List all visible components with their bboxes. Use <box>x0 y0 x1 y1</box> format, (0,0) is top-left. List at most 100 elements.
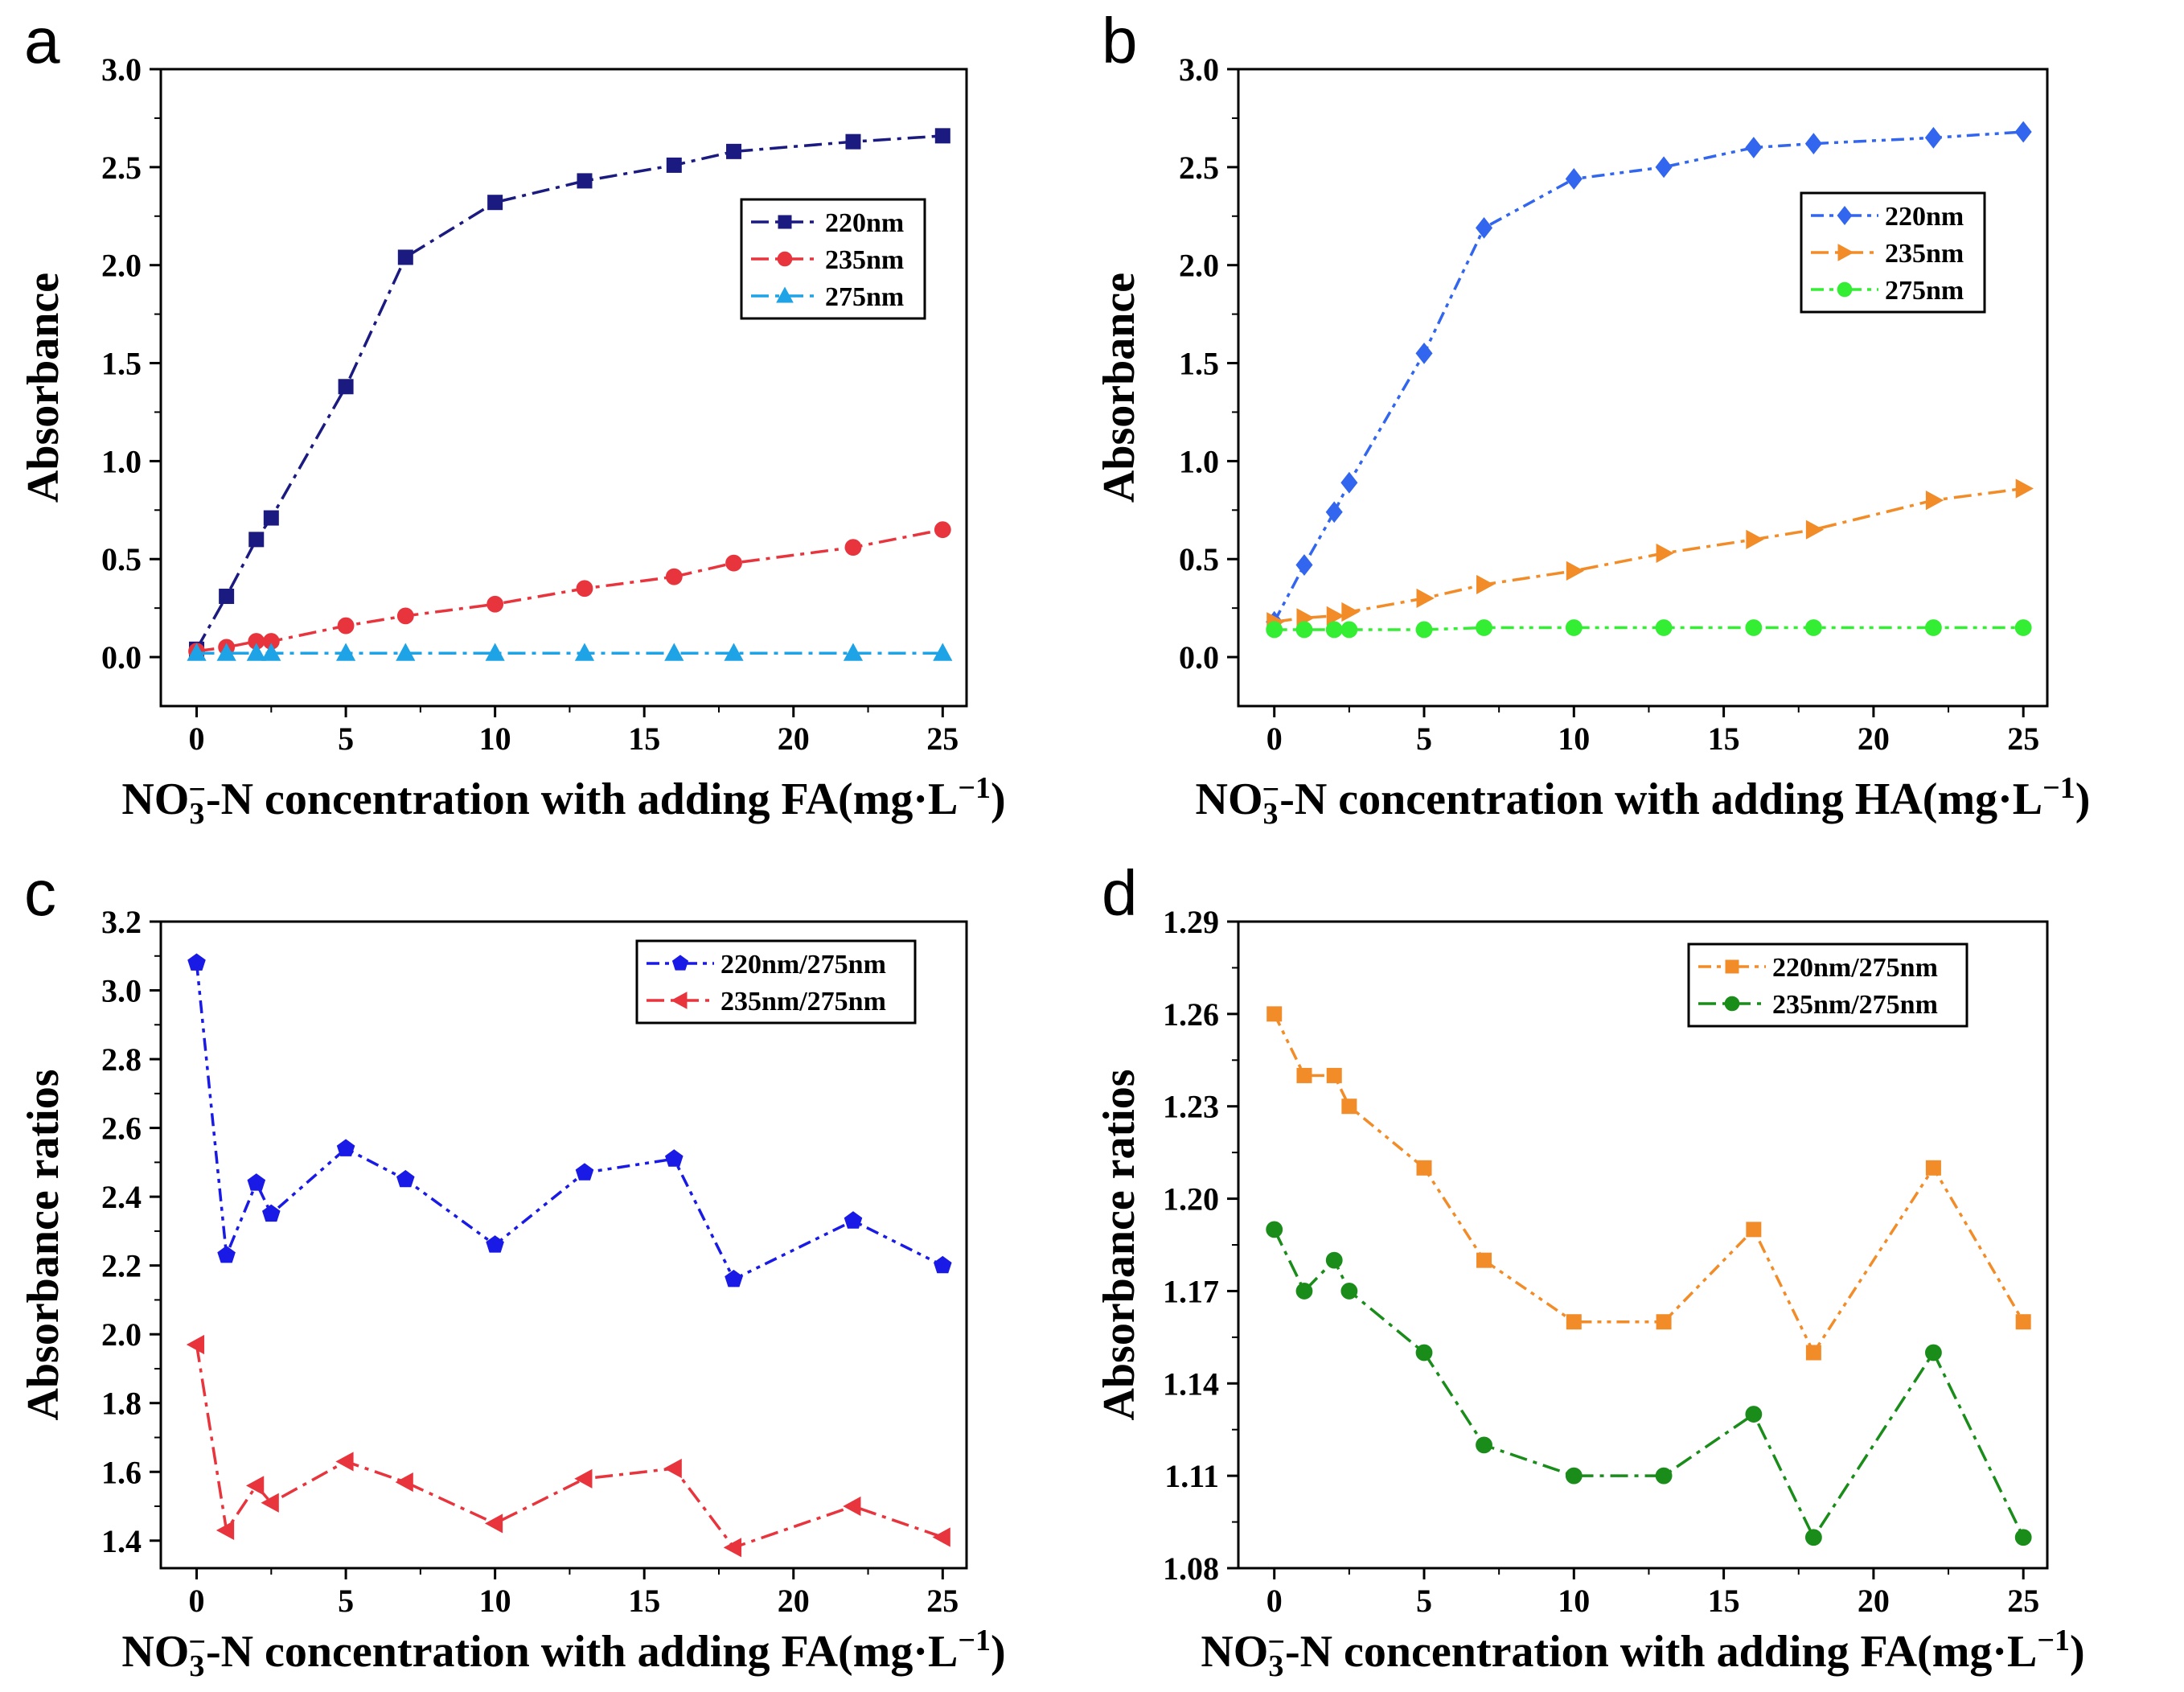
y-tick-label: 2.5 <box>101 150 142 186</box>
data-point <box>724 643 744 661</box>
data-point <box>337 617 355 634</box>
x-tick-label: 25 <box>926 721 959 757</box>
legend-box <box>1800 191 1986 314</box>
y-tick-label: 2.6 <box>101 1111 142 1147</box>
x-tick-label: 5 <box>1416 721 1432 757</box>
x-tick-label: 15 <box>628 1583 660 1619</box>
data-point <box>1325 1251 1343 1269</box>
data-point <box>576 580 593 598</box>
y-tick-label: 1.20 <box>1163 1181 1219 1218</box>
x-tick-label: 0 <box>189 1583 205 1619</box>
data-point <box>843 1496 861 1517</box>
y-tick-label: 1.0 <box>1179 443 1219 479</box>
data-point <box>261 643 281 661</box>
legend-box <box>635 939 917 1025</box>
series-line <box>195 963 944 1282</box>
panel-letter: c <box>24 857 56 929</box>
data-point <box>1295 621 1313 639</box>
legend: 220nm 235nm 275nm <box>1800 191 1986 314</box>
data-point <box>933 643 953 661</box>
data-point <box>575 1163 594 1181</box>
x-axis-title-sup: − <box>1262 773 1280 807</box>
data-point <box>1745 1406 1763 1423</box>
data-point <box>186 1334 205 1355</box>
series-220nm <box>189 128 950 657</box>
y-tick-label: 0.0 <box>1179 639 1219 676</box>
panel-c: c 1.4 1.6 1.8 2.0 2.2 2.4 2.6 2.8 3.0 3.2 0 5 10 15 20 2… <box>18 857 1006 1683</box>
x-tick-label: 10 <box>1558 1583 1590 1619</box>
data-point <box>1415 621 1433 639</box>
x-tick-label: 5 <box>1416 1583 1432 1619</box>
data-point <box>1655 619 1673 636</box>
series-line <box>1274 487 2024 623</box>
data-point <box>1745 137 1763 158</box>
data-point <box>1925 1160 1941 1176</box>
legend: 220nm 235nm 275nm <box>740 198 926 320</box>
x-tick-label: 25 <box>926 1583 959 1619</box>
x-tick-label: 25 <box>2007 1583 2039 1619</box>
x-axis-title-exp: −1 <box>958 1624 991 1657</box>
legend: 220nm/275nm 235nm/275nm <box>1687 943 1968 1028</box>
data-point <box>1266 1006 1283 1022</box>
data-point <box>2015 478 2034 499</box>
x-tick-label: 10 <box>479 1583 511 1619</box>
series-line <box>1274 626 2024 631</box>
data-point <box>1415 342 1433 364</box>
legend-swatch-marker <box>671 992 688 1009</box>
x-axis-title-close: ) <box>991 774 1006 824</box>
data-point <box>335 643 356 661</box>
x-axis-title-sup: − <box>188 1625 206 1659</box>
data-point <box>1266 1221 1283 1238</box>
data-point <box>2015 1314 2031 1330</box>
panel-letter: d <box>1102 857 1138 929</box>
x-tick-label: 0 <box>1266 1583 1283 1619</box>
data-point <box>932 1527 950 1547</box>
x-tick-label: 25 <box>2007 721 2039 757</box>
data-point <box>663 1458 682 1479</box>
x-tick-label: 5 <box>338 1583 354 1619</box>
y-tick-label: 3.0 <box>1179 51 1219 88</box>
data-point <box>484 1513 503 1534</box>
x-axis-title-close: ) <box>2075 774 2091 824</box>
data-point <box>1340 621 1358 639</box>
legend-label: 235nm/275nm <box>720 987 886 1016</box>
y-tick-label: 1.26 <box>1163 996 1219 1033</box>
y-tick-label: 1.11 <box>1164 1458 1219 1494</box>
data-point <box>1565 168 1583 190</box>
panel-a: a 0.0 0.5 1.0 1.5 2.0 2.5 3.0 0 5 10 15 20 25 Absorban… <box>18 5 1006 831</box>
data-point <box>725 1269 743 1287</box>
data-point <box>1476 1436 1492 1454</box>
data-point <box>1295 1283 1313 1300</box>
data-point <box>263 510 279 526</box>
legend-label: 235nm <box>1885 239 1964 269</box>
x-axis-title-exp: −1 <box>2037 1624 2070 1657</box>
data-point <box>1925 1344 1942 1361</box>
data-point <box>1295 554 1313 576</box>
data-point <box>248 532 265 548</box>
x-axis-title: NO3−-N concentration with adding FA(mg·L… <box>121 1624 1005 1683</box>
y-axis-title: Absorbance ratios <box>1094 1069 1144 1420</box>
y-tick-label: 3.2 <box>101 904 142 940</box>
series-235nm-275nm <box>1266 1221 2032 1546</box>
plot-frame <box>159 920 968 1570</box>
data-point <box>336 1139 355 1156</box>
y-tick-label: 1.6 <box>101 1454 142 1490</box>
series-line <box>195 1344 943 1550</box>
x-tick-label: 20 <box>1858 721 1890 757</box>
data-point <box>2014 121 2032 143</box>
series-line <box>1273 130 2024 623</box>
data-point <box>1340 1283 1358 1300</box>
series-235nm <box>1266 478 2034 632</box>
data-point <box>723 1538 742 1558</box>
y-tick-label: 2.0 <box>101 1316 142 1353</box>
data-point <box>187 643 207 661</box>
data-point <box>665 1149 684 1167</box>
data-point <box>486 595 504 613</box>
data-point <box>934 521 951 539</box>
x-axis-title-pre: NO <box>121 774 189 824</box>
y-tick-label: 1.14 <box>1163 1366 1219 1402</box>
data-point <box>335 1452 354 1472</box>
data-point <box>1475 216 1493 239</box>
data-point <box>1415 1344 1433 1361</box>
